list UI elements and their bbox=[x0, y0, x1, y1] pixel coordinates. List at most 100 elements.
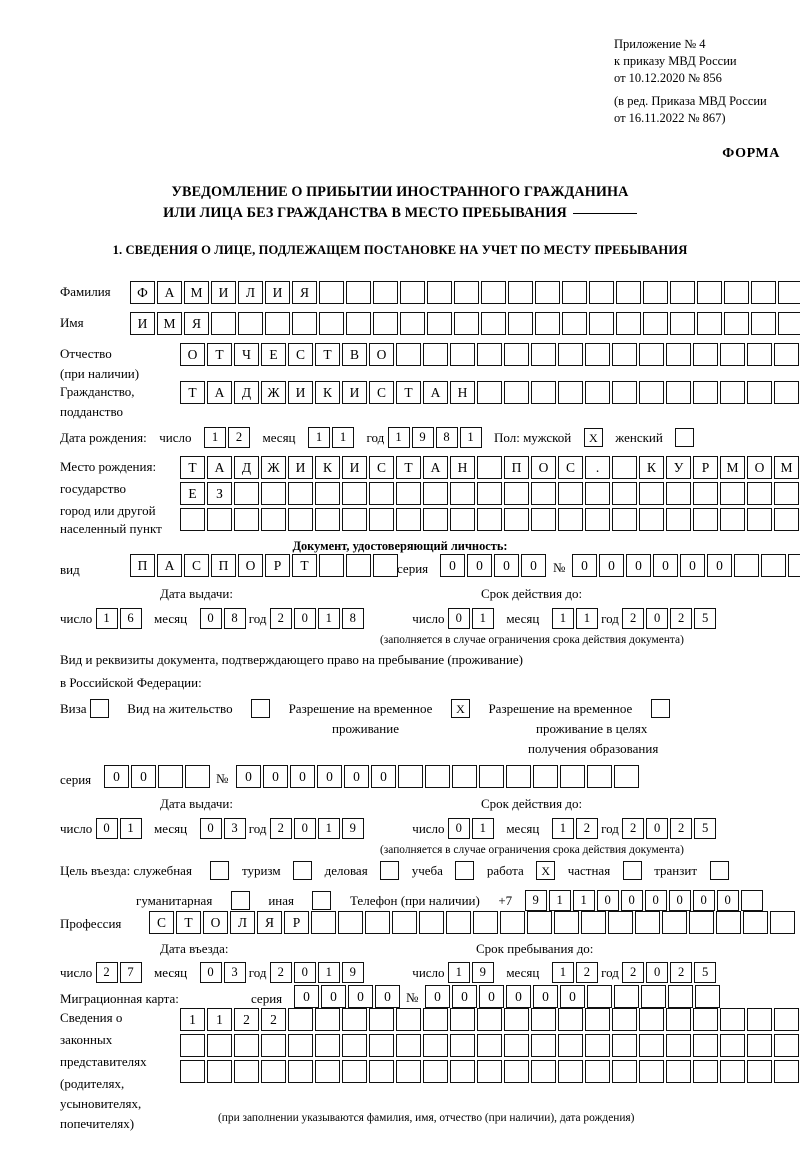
char-box[interactable] bbox=[716, 911, 741, 934]
char-box[interactable] bbox=[319, 281, 344, 304]
char-box[interactable] bbox=[450, 1060, 475, 1083]
char-box[interactable]: 0 bbox=[199, 962, 222, 983]
char-box[interactable]: Н bbox=[450, 456, 475, 479]
char-box[interactable] bbox=[734, 554, 759, 577]
char-box[interactable] bbox=[558, 343, 583, 366]
char-box[interactable]: 2 bbox=[227, 427, 250, 448]
char-box[interactable]: 2 bbox=[575, 818, 598, 839]
char-box[interactable] bbox=[477, 508, 502, 531]
char-box[interactable]: 9 bbox=[524, 890, 547, 911]
char-box[interactable] bbox=[612, 1008, 637, 1031]
char-box[interactable]: 0 bbox=[620, 890, 643, 911]
char-box[interactable] bbox=[210, 861, 230, 880]
char-box[interactable] bbox=[639, 482, 664, 505]
char-box[interactable] bbox=[670, 281, 695, 304]
char-box[interactable] bbox=[747, 1060, 772, 1083]
char-box[interactable]: Т bbox=[292, 554, 317, 577]
char-box[interactable] bbox=[531, 1008, 556, 1031]
char-box[interactable] bbox=[585, 343, 610, 366]
char-box[interactable] bbox=[747, 508, 772, 531]
char-box[interactable]: 1 bbox=[308, 427, 331, 448]
char-box[interactable] bbox=[89, 699, 109, 718]
char-box[interactable]: 0 bbox=[716, 890, 739, 911]
char-box[interactable]: 0 bbox=[447, 818, 470, 839]
char-box[interactable] bbox=[558, 482, 583, 505]
char-box[interactable]: 1 bbox=[317, 818, 340, 839]
char-box[interactable]: X bbox=[583, 428, 603, 447]
char-box[interactable] bbox=[693, 381, 718, 404]
char-box[interactable]: 2 bbox=[670, 608, 693, 629]
char-box[interactable]: Ж bbox=[261, 456, 286, 479]
char-box[interactable]: 0 bbox=[104, 765, 129, 788]
char-box[interactable] bbox=[531, 508, 556, 531]
visa-checkbox[interactable] bbox=[89, 699, 109, 718]
char-box[interactable] bbox=[423, 1060, 448, 1083]
char-box[interactable] bbox=[720, 482, 745, 505]
char-box[interactable] bbox=[743, 911, 768, 934]
char-box[interactable]: 3 bbox=[223, 818, 246, 839]
char-box[interactable] bbox=[423, 1008, 448, 1031]
char-box[interactable] bbox=[311, 911, 336, 934]
char-box[interactable]: X bbox=[536, 861, 556, 880]
char-box[interactable] bbox=[747, 381, 772, 404]
char-box[interactable] bbox=[265, 312, 290, 335]
char-box[interactable]: Н bbox=[450, 381, 475, 404]
purpose-tourism-checkbox[interactable] bbox=[293, 861, 313, 880]
purpose-transit-checkbox[interactable] bbox=[709, 861, 729, 880]
char-box[interactable] bbox=[751, 281, 776, 304]
char-box[interactable]: Р bbox=[693, 456, 718, 479]
char-box[interactable]: О bbox=[531, 456, 556, 479]
char-box[interactable] bbox=[506, 765, 531, 788]
char-box[interactable] bbox=[373, 554, 398, 577]
char-box[interactable]: П bbox=[130, 554, 155, 577]
char-box[interactable]: Т bbox=[180, 456, 205, 479]
char-box[interactable]: А bbox=[157, 554, 182, 577]
char-box[interactable]: Я bbox=[257, 911, 282, 934]
char-box[interactable]: П bbox=[504, 456, 529, 479]
char-box[interactable]: Р bbox=[265, 554, 290, 577]
char-box[interactable] bbox=[185, 765, 210, 788]
char-box[interactable]: Р bbox=[284, 911, 309, 934]
char-box[interactable] bbox=[234, 482, 259, 505]
char-box[interactable] bbox=[477, 343, 502, 366]
char-box[interactable] bbox=[720, 1008, 745, 1031]
char-box[interactable] bbox=[535, 312, 560, 335]
char-box[interactable]: 0 bbox=[371, 765, 396, 788]
char-box[interactable]: 0 bbox=[646, 818, 669, 839]
char-box[interactable] bbox=[450, 482, 475, 505]
char-box[interactable]: 1 bbox=[95, 608, 118, 629]
char-box[interactable] bbox=[423, 482, 448, 505]
char-box[interactable] bbox=[180, 508, 205, 531]
char-box[interactable] bbox=[616, 281, 641, 304]
char-box[interactable]: И bbox=[130, 312, 155, 335]
char-box[interactable]: В bbox=[342, 343, 367, 366]
char-box[interactable]: 0 bbox=[560, 985, 585, 1008]
char-box[interactable] bbox=[585, 1034, 610, 1057]
char-box[interactable] bbox=[396, 1060, 421, 1083]
char-box[interactable]: 2 bbox=[670, 962, 693, 983]
char-box[interactable] bbox=[635, 911, 660, 934]
char-box[interactable] bbox=[668, 985, 693, 1008]
char-box[interactable]: 0 bbox=[293, 962, 316, 983]
char-box[interactable] bbox=[740, 890, 763, 911]
char-box[interactable] bbox=[774, 1034, 799, 1057]
char-box[interactable] bbox=[504, 343, 529, 366]
char-box[interactable] bbox=[774, 482, 799, 505]
char-box[interactable] bbox=[342, 1008, 367, 1031]
char-box[interactable]: А bbox=[423, 381, 448, 404]
char-box[interactable]: 2 bbox=[575, 962, 598, 983]
char-box[interactable] bbox=[747, 1034, 772, 1057]
char-box[interactable]: 0 bbox=[290, 765, 315, 788]
char-box[interactable] bbox=[481, 312, 506, 335]
char-box[interactable]: С bbox=[369, 456, 394, 479]
char-box[interactable] bbox=[261, 1060, 286, 1083]
char-box[interactable]: 0 bbox=[199, 608, 222, 629]
char-box[interactable]: 1 bbox=[459, 427, 482, 448]
char-box[interactable]: 2 bbox=[95, 962, 118, 983]
